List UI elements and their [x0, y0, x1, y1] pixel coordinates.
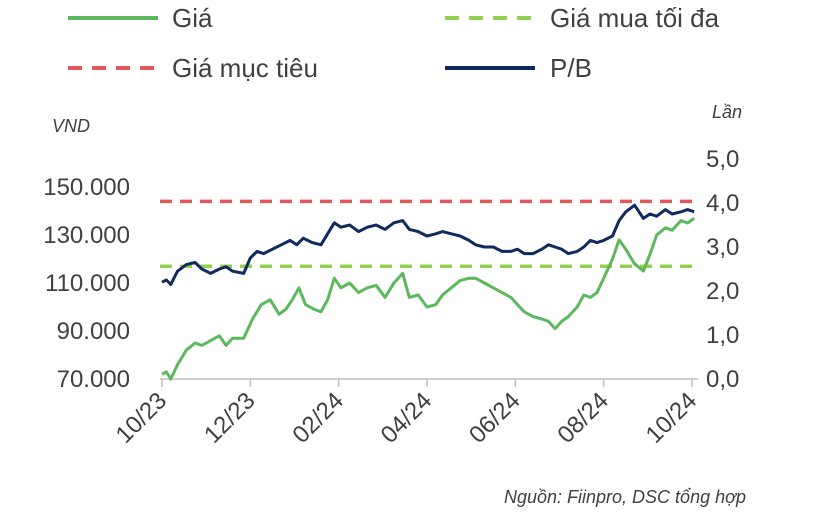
x-tick-label: 10/23 [111, 387, 173, 449]
legend: Giá Giá mua tối đa Giá mục tiêu P/B [68, 3, 720, 83]
y-right-tick: 4,0 [706, 190, 739, 217]
x-tick-label: 02/24 [287, 387, 349, 449]
legend-label-gia-muc-tieu: Giá mục tiêu [172, 53, 318, 83]
x-axis-ticks: 10/23 12/23 02/24 04/24 06/24 08/24 10/24 [111, 379, 703, 449]
y-right-tick: 3,0 [706, 234, 739, 261]
y-left-tick: 130.000 [43, 222, 130, 249]
x-tick-label: 08/24 [552, 387, 614, 449]
y-right-tick: 0,0 [706, 366, 739, 393]
y-right-tick: 1,0 [706, 322, 739, 349]
legend-label-pb: P/B [550, 53, 592, 83]
y-right-ticks: 0,0 1,0 2,0 3,0 4,0 5,0 [706, 146, 739, 393]
y-right-unit: Lần [712, 102, 742, 122]
y-left-ticks: 70.000 90.000 110.000 130.000 150.000 [43, 174, 130, 393]
source-note: Nguồn: Fiinpro, DSC tổng hợp [504, 487, 746, 507]
y-right-tick: 5,0 [706, 146, 739, 173]
legend-label-gia-mua: Giá mua tối đa [550, 3, 720, 33]
pb-series-line [161, 203, 695, 286]
y-left-tick: 150.000 [43, 174, 130, 201]
y-right-tick: 2,0 [706, 278, 739, 305]
y-left-unit: VND [52, 116, 90, 136]
y-left-tick: 70.000 [57, 366, 130, 393]
legend-label-gia: Giá [172, 3, 213, 33]
x-tick-label: 04/24 [376, 387, 438, 449]
x-tick-label: 12/23 [199, 387, 261, 449]
price-series-line [161, 216, 696, 381]
y-left-tick: 110.000 [45, 270, 130, 297]
y-left-tick: 90.000 [57, 318, 130, 345]
x-tick-label: 10/24 [641, 387, 703, 449]
x-tick-label: 06/24 [464, 387, 526, 449]
